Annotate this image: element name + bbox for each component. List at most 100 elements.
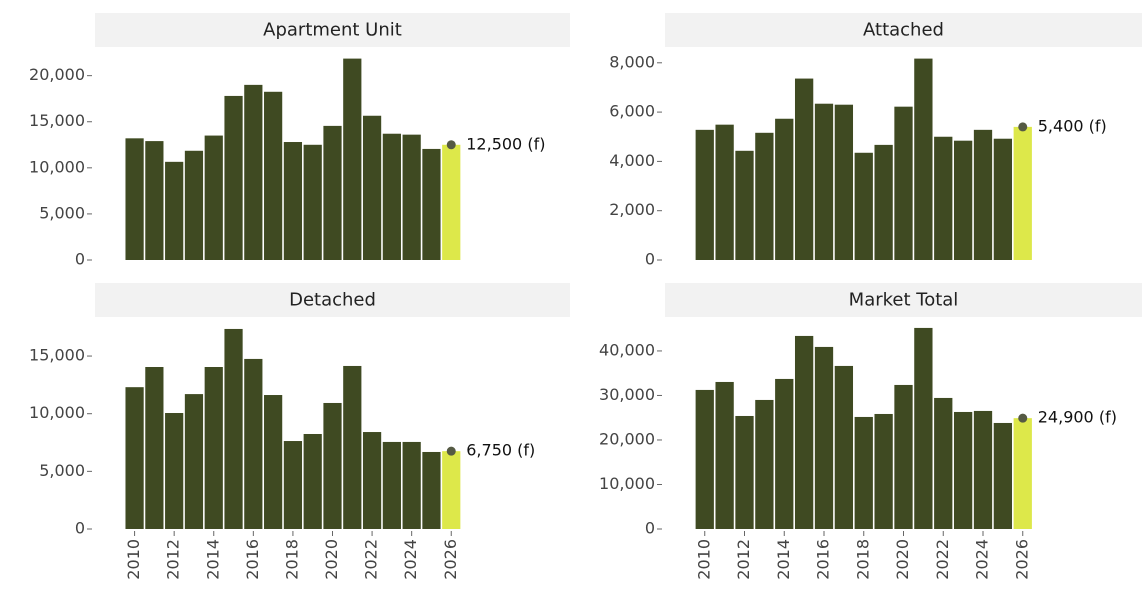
x-tick-label: 2014: [203, 539, 222, 580]
bar: [224, 95, 243, 260]
x-tick-label: 2024: [401, 539, 420, 580]
bar: [323, 402, 342, 529]
x-tick-label: 2018: [853, 539, 872, 580]
bar: [165, 413, 184, 529]
y-tick-label: 0: [645, 519, 655, 538]
bar: [244, 84, 263, 260]
bar: [854, 152, 873, 260]
y-tick-label: 4,000: [609, 151, 655, 170]
strip-background: [95, 283, 570, 317]
bar: [362, 115, 382, 260]
y-tick-label: 10,000: [29, 157, 85, 176]
bar: [125, 138, 144, 260]
bar: [303, 433, 322, 529]
x-tick-label: 2024: [973, 539, 992, 580]
panel-title: Attached: [863, 20, 944, 41]
bar: [382, 133, 401, 260]
bar: [794, 335, 814, 529]
x-tick-label: 2022: [933, 539, 952, 580]
bar: [934, 136, 953, 260]
bar: [145, 367, 164, 529]
bar: [244, 358, 263, 529]
x-tick-label: 2014: [774, 539, 793, 580]
bar: [735, 415, 754, 529]
bar: [695, 129, 714, 260]
x-tick-label: 2026: [1012, 539, 1031, 580]
bar: [184, 150, 204, 260]
forecast-dot: [446, 446, 456, 456]
bar: [973, 129, 993, 260]
bar: [442, 451, 461, 529]
bar: [303, 144, 322, 260]
bar: [755, 399, 774, 529]
y-tick-label: 5,000: [39, 461, 85, 480]
bar: [204, 135, 223, 260]
value-label: 12,500 (f): [466, 134, 545, 153]
bar: [184, 394, 204, 529]
bar: [204, 367, 223, 529]
bar: [264, 395, 283, 529]
bar: [442, 144, 461, 260]
bar: [343, 365, 362, 529]
forecast-dot: [1018, 122, 1028, 132]
bar: [323, 125, 342, 260]
bar: [165, 161, 184, 260]
bar: [894, 384, 913, 529]
bar: [1013, 126, 1032, 260]
x-tick-label: 2022: [362, 539, 381, 580]
bar: [402, 441, 421, 529]
bar: [224, 328, 243, 529]
x-tick-label: 2018: [282, 539, 301, 580]
bar: [382, 441, 401, 529]
bar: [794, 78, 814, 260]
value-label: 24,900 (f): [1038, 408, 1117, 427]
x-tick-label: 2012: [164, 539, 183, 580]
bar: [973, 410, 993, 529]
bar: [362, 432, 382, 529]
bar: [874, 144, 893, 260]
bar: [283, 441, 303, 529]
bar: [145, 141, 164, 260]
bar: [953, 411, 973, 529]
x-tick-label: 2010: [694, 539, 713, 580]
bar: [834, 104, 854, 260]
x-tick-label: 2010: [124, 539, 143, 580]
bar: [775, 378, 794, 529]
bar: [343, 58, 362, 260]
bar: [422, 451, 441, 529]
bar: [953, 140, 973, 260]
value-label: 6,750 (f): [466, 441, 535, 460]
bar: [735, 150, 754, 260]
x-tick-label: 2026: [441, 539, 460, 580]
bar: [695, 389, 714, 529]
x-tick-label: 2016: [243, 539, 262, 580]
bar: [894, 106, 913, 260]
bar: [422, 148, 441, 260]
bar: [755, 132, 774, 260]
bar: [402, 134, 421, 260]
y-tick-label: 2,000: [609, 200, 655, 219]
bar: [914, 327, 933, 529]
strip-background: [95, 13, 570, 47]
x-tick-label: 2016: [814, 539, 833, 580]
bar: [715, 124, 734, 260]
bar: [993, 422, 1013, 529]
forecast-dot: [446, 140, 456, 150]
y-tick-label: 0: [645, 250, 655, 269]
y-tick-label: 0: [75, 519, 85, 538]
x-tick-label: 2020: [322, 539, 341, 580]
y-tick-label: 20,000: [599, 429, 655, 448]
bar: [834, 365, 854, 529]
bar: [914, 58, 933, 260]
bar: [715, 381, 734, 529]
bar: [854, 416, 873, 529]
x-tick-label: 2012: [734, 539, 753, 580]
strip-background: [665, 13, 1142, 47]
y-tick-label: 30,000: [599, 385, 655, 404]
panel-title: Detached: [289, 290, 376, 311]
bar: [814, 346, 834, 529]
y-tick-label: 40,000: [599, 340, 655, 359]
x-tick-label: 2020: [893, 539, 912, 580]
